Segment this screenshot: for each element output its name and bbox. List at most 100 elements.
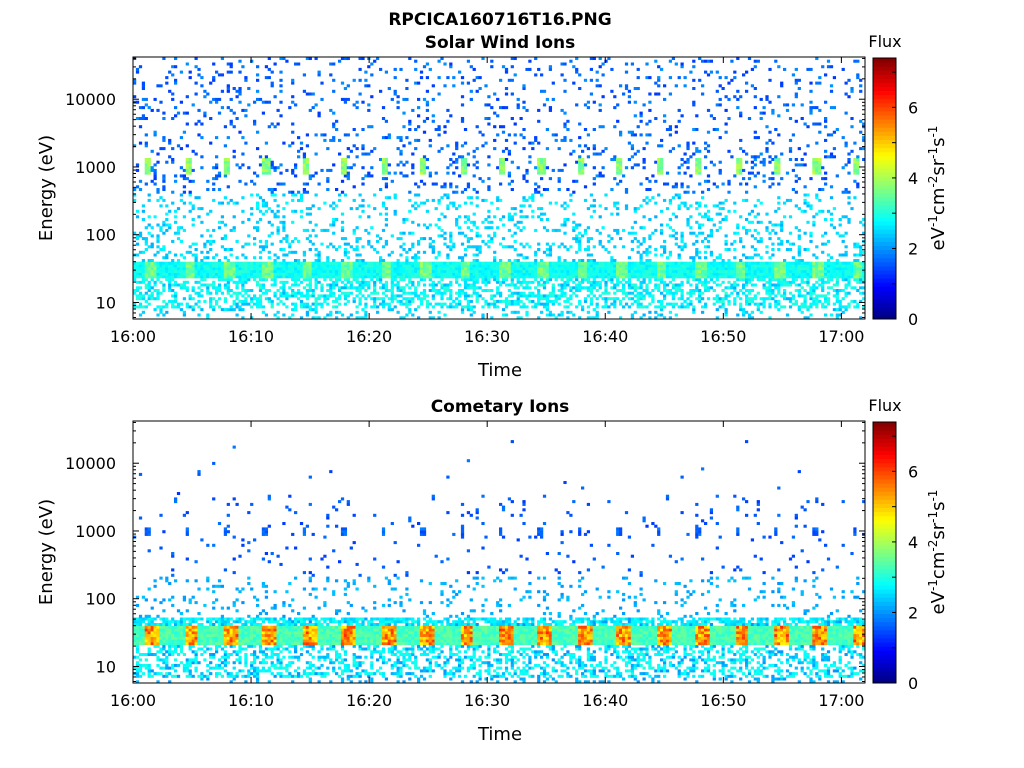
spectrogram-cell xyxy=(455,272,459,276)
spectrogram-cell xyxy=(276,231,280,235)
spectrogram-cell xyxy=(270,166,274,170)
spectrogram-cell xyxy=(756,171,760,175)
spectrogram-cell xyxy=(586,289,591,293)
spectrogram-cell xyxy=(519,280,523,284)
spectrogram-cell xyxy=(449,297,453,301)
spectrogram-cell xyxy=(613,228,617,232)
spectrogram-cell xyxy=(329,264,333,268)
spectrogram-cell xyxy=(598,125,602,129)
spectrogram-cell xyxy=(141,261,146,265)
spectrogram-cell xyxy=(446,297,450,301)
spectrogram-cell xyxy=(674,130,678,134)
spectrogram-cell xyxy=(578,242,582,246)
spectrogram-cell xyxy=(443,313,447,317)
spectrogram-cell xyxy=(302,188,307,192)
spectrogram-cell xyxy=(226,291,230,295)
spectrogram-cell xyxy=(238,264,242,268)
spectrogram-cell xyxy=(332,283,336,287)
spectrogram-cell xyxy=(364,313,368,317)
spectrogram-cell xyxy=(695,168,699,172)
spectrogram-cell xyxy=(373,147,377,151)
spectrogram-cell xyxy=(217,220,222,224)
spectrogram-cell xyxy=(657,299,661,303)
spectrogram-cell xyxy=(490,264,494,268)
spectrogram-cell xyxy=(343,158,348,162)
spectrogram-cell xyxy=(232,269,236,273)
spectrogram-cell xyxy=(220,269,225,273)
spectrogram-cell xyxy=(367,174,371,178)
spectrogram-cell xyxy=(405,264,409,268)
spectrogram-cell xyxy=(463,297,468,301)
spectrogram-cell xyxy=(431,305,435,309)
spectrogram-cell xyxy=(279,171,283,175)
spectrogram-cell xyxy=(487,305,491,309)
spectrogram-cell xyxy=(756,278,760,282)
spectrogram-cell xyxy=(417,267,421,271)
spectrogram-cell xyxy=(147,280,151,284)
spectrogram-cell xyxy=(165,76,169,80)
spectrogram-cell xyxy=(417,114,421,118)
spectrogram-cell xyxy=(329,242,333,246)
spectrogram-cell xyxy=(220,278,225,282)
spectrogram-cell xyxy=(367,204,371,208)
spectrogram-cell xyxy=(176,283,181,287)
spectrogram-cell xyxy=(522,264,526,268)
spectrogram-cell xyxy=(141,267,146,271)
spectrogram-cell xyxy=(528,196,532,200)
spectrogram-cell xyxy=(408,267,412,271)
spectrogram-cell xyxy=(153,182,157,186)
spectrogram-cell xyxy=(630,269,635,273)
spectrogram-cell xyxy=(308,207,312,211)
spectrogram-cell xyxy=(411,299,415,303)
spectrogram-cell xyxy=(317,302,321,306)
spectrogram-cell xyxy=(701,280,705,284)
spectrogram-cell xyxy=(179,136,184,140)
spectrogram-cell xyxy=(346,242,350,246)
spectrogram-cell xyxy=(343,283,348,287)
spectrogram-cell xyxy=(215,100,219,104)
spectrogram-cell xyxy=(373,269,377,273)
spectrogram-cell xyxy=(548,264,553,268)
spectrogram-cell xyxy=(525,286,529,290)
spectrogram-cell xyxy=(592,261,596,265)
spectrogram-cell xyxy=(642,275,646,279)
spectrogram-cell xyxy=(627,267,632,271)
spectrogram-cell xyxy=(156,152,160,156)
spectrogram-cell xyxy=(232,155,236,159)
spectrogram-cell xyxy=(563,231,567,235)
spectrogram-cell xyxy=(414,308,418,312)
spectrogram-cell xyxy=(159,100,163,104)
spectrogram-cell xyxy=(188,297,192,301)
spectrogram-cell xyxy=(759,275,763,279)
spectrogram-cell xyxy=(387,267,391,271)
spectrogram-cell xyxy=(379,267,383,271)
spectrogram-cell xyxy=(235,283,239,287)
spectrogram-cell xyxy=(548,67,553,71)
spectrogram-cell xyxy=(712,280,716,284)
spectrogram-cell xyxy=(750,171,755,175)
spectrogram-cell xyxy=(188,163,192,167)
spectrogram-cell xyxy=(437,125,441,129)
spectrogram-cell xyxy=(346,97,350,101)
spectrogram-cell xyxy=(572,264,576,268)
spectrogram-cell xyxy=(241,289,245,293)
spectrogram-cell xyxy=(507,228,512,232)
spectrogram-cell xyxy=(294,259,298,263)
spectrogram-cell xyxy=(320,272,324,276)
spectrogram-cell xyxy=(695,286,699,290)
spectrogram-cell xyxy=(756,231,760,235)
spectrogram-cell xyxy=(575,275,579,279)
spectrogram-cell xyxy=(317,280,321,284)
spectrogram-cell xyxy=(267,125,271,129)
spectrogram-cell xyxy=(446,289,450,293)
spectrogram-cell xyxy=(633,87,637,91)
spectrogram-cell xyxy=(340,280,345,284)
spectrogram-cell xyxy=(607,272,611,276)
spectrogram-cell xyxy=(674,291,678,295)
spectrogram-cell xyxy=(452,267,456,271)
spectrogram-cell xyxy=(642,297,646,301)
spectrogram-cell xyxy=(487,239,491,243)
spectrogram-cell xyxy=(194,259,198,263)
spectrogram-cell xyxy=(314,234,318,238)
spectrogram-cell xyxy=(241,264,245,268)
